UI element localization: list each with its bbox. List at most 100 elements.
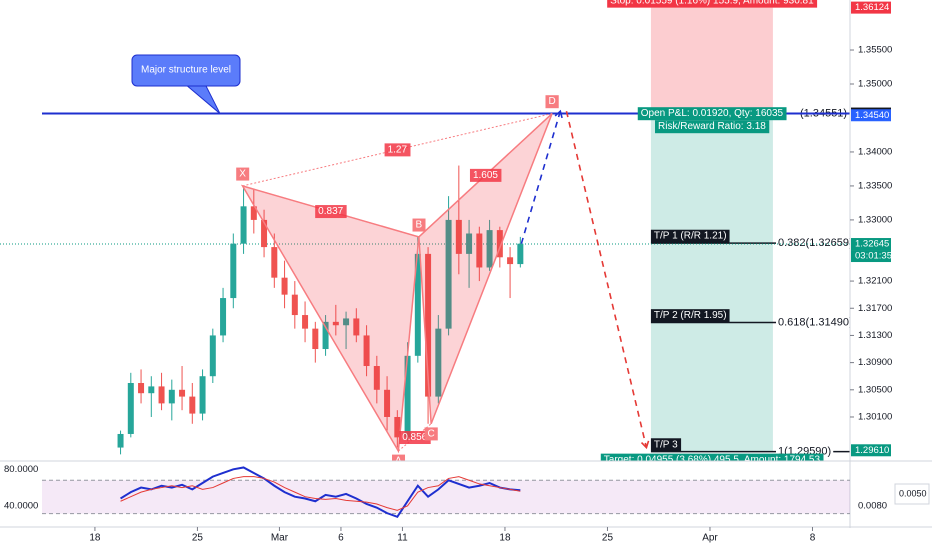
pnl-label-bg: [637, 107, 787, 121]
projection-up: [520, 110, 562, 244]
x-tick-label: 25: [602, 533, 614, 544]
ratio-label-bg: [384, 143, 411, 157]
candle-body: [271, 247, 278, 278]
projection-down: [565, 110, 648, 448]
candle-body: [445, 219, 452, 329]
price-label-bg: [851, 109, 891, 122]
scale-box: [894, 483, 930, 505]
take-profit-label: T/P 1 (R/R 1.21): [654, 231, 727, 242]
candle-body: [384, 389, 391, 417]
point-label-bg: [545, 95, 559, 109]
take-profit-label-bg: [650, 309, 730, 323]
point-label: C: [428, 428, 435, 439]
price-label-bg: [851, 238, 891, 251]
price-label: 1.36124: [855, 2, 889, 13]
candle-body: [220, 298, 227, 336]
osc-line: [120, 476, 521, 511]
price-label-bg: [851, 444, 891, 457]
x-tick-label: 11: [397, 533, 408, 544]
take-profit-label-bg: [650, 438, 682, 452]
candle-body: [507, 257, 514, 265]
candle-body: [476, 233, 483, 268]
candle-body: [435, 328, 442, 397]
ratio-label-bg: [469, 168, 502, 182]
arrow-head: [640, 440, 650, 450]
x-tick-label: 18: [499, 533, 511, 544]
osc-right-label: 0.0080: [858, 501, 887, 512]
arrow-head: [554, 109, 563, 119]
osc-tick-label: 80.0000: [4, 464, 38, 475]
ratio-label: 0.837: [318, 206, 343, 217]
ratio-line: [242, 185, 419, 238]
target-zone: [650, 113, 773, 452]
price-label: 1.34540: [855, 110, 889, 121]
fib-label-bg: [776, 316, 850, 329]
candle-body: [363, 335, 370, 367]
y-tick-label: 1.32100: [858, 276, 892, 287]
fib-label: 0.382(1.32659): [778, 237, 853, 249]
y-tick-label: 1.35000: [858, 79, 892, 90]
y-tick-label: 1.31300: [858, 330, 892, 341]
candle-body: [250, 206, 257, 220]
fib-label-bg: [776, 236, 850, 249]
osc-tick-label: 40.0000: [4, 500, 38, 511]
point-label-bg: [424, 427, 438, 441]
candle-body: [394, 416, 401, 438]
ratio-label: 0.856: [402, 432, 427, 443]
candle-body: [117, 433, 124, 448]
rr-label: Risk/Reward Ratio: 3.18: [658, 121, 766, 132]
point-label: B: [416, 220, 423, 231]
main-pane: (1.34551)T/P 1 (R/R 1.21)0.382(1.32659)T…: [0, 0, 853, 467]
candle-body: [291, 294, 298, 316]
y-tick-label: 1.33000: [858, 214, 892, 225]
candle-body: [353, 318, 360, 336]
target-label: Target: 0.04955 (3.68%) 495.5, Amount: 1…: [604, 455, 821, 466]
countdown: 03:01:35: [855, 251, 892, 262]
point-label: A: [395, 456, 402, 467]
x-tick-label: 6: [338, 533, 344, 544]
y-tick-label: 1.34000: [858, 146, 892, 157]
x-tick-label: Mar: [271, 533, 289, 544]
candle-body: [148, 386, 155, 394]
candle-body: [158, 386, 165, 404]
candle-body: [517, 243, 524, 265]
ratio-line: [242, 113, 553, 187]
point-label: X: [239, 169, 246, 180]
candle-body: [281, 277, 288, 295]
y-tick-label: 1.35500: [858, 45, 892, 56]
candle-body: [496, 230, 503, 258]
y-tick-label: 1.30900: [858, 357, 892, 368]
take-profit-label: T/P 2 (R/R 1.95): [654, 310, 727, 321]
point-label-bg: [412, 218, 426, 232]
candle-body: [230, 243, 237, 299]
candle-body: [455, 219, 462, 254]
take-profit-label: T/P 3: [654, 439, 678, 450]
candle-body: [414, 253, 421, 356]
x-tick-label: Apr: [702, 533, 718, 544]
osc-right-label: 0.0050: [899, 488, 927, 498]
candle-body: [425, 253, 432, 397]
x-tick-label: 25: [192, 533, 204, 544]
candle-body: [302, 315, 309, 329]
candle-body: [127, 383, 134, 434]
countdown-bg: [851, 250, 891, 263]
candle-body: [332, 321, 339, 326]
candle-body: [486, 230, 493, 268]
candle-body: [240, 206, 247, 244]
price-label-bg: [851, 1, 891, 14]
point-label-bg: [392, 454, 406, 461]
candle-body: [404, 355, 411, 438]
x-tick-label: 18: [89, 533, 101, 544]
callout-text: Major structure level: [141, 65, 231, 76]
candle-body: [322, 321, 329, 350]
candle-body: [209, 335, 216, 377]
y-tick-label: 1.31700: [858, 303, 892, 314]
candle-body: [199, 376, 206, 414]
ratio-label: 1.27: [388, 144, 408, 155]
stop-zone: [650, 7, 773, 114]
point-label-bg: [236, 167, 250, 181]
candle-body: [261, 219, 268, 248]
callout: [131, 54, 241, 87]
y-tick-label: 1.30500: [858, 384, 892, 395]
price-label: 1.29610: [855, 445, 889, 456]
